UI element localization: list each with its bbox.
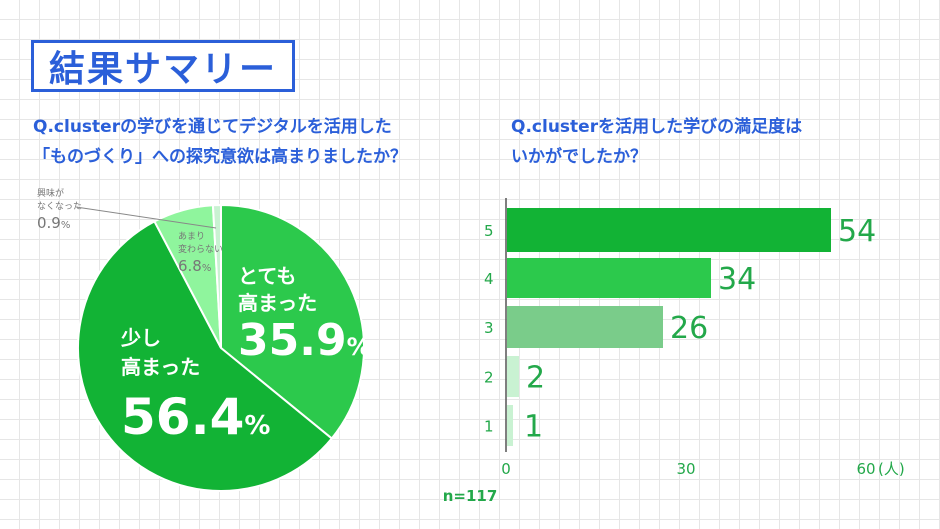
pie-value-label: 56.4% (121, 388, 270, 446)
pie-slice (211, 203, 222, 349)
bar-value-label: 54 (838, 214, 876, 249)
bar-value-label: 26 (670, 311, 708, 346)
pie-leader-line (75, 206, 217, 229)
bar-x-unit-label: (人) (878, 460, 905, 478)
pie-slice (220, 203, 365, 440)
pie-question: Q.clusterの学びを通じてデジタルを活用した 「ものづくり」への探究意欲は… (33, 112, 407, 172)
pie-label-line-2: 高まった (121, 355, 200, 379)
pie-value-label: 35.9% (238, 315, 371, 366)
bar-question-line-1: Q.clusterを活用した学びの満足度は (511, 117, 803, 137)
pie-question-line-2: 「ものづくり」への探究意欲は高まりましたか？ (33, 147, 407, 167)
bar (507, 208, 831, 252)
pie-label-line-2: 変わらない (178, 243, 223, 255)
bar-x-tick-label: 0 (501, 460, 511, 478)
bar-value-label: 2 (526, 361, 545, 396)
bar-category-label: 3 (484, 319, 494, 337)
pie-slice (77, 220, 334, 492)
bar-x-tick-label: 60 (856, 460, 875, 478)
pie-question-line-1: Q.clusterの学びを通じてデジタルを活用した (33, 117, 392, 137)
pie-label-line-1: 興味が (37, 187, 64, 199)
bar-category-label: 2 (484, 369, 494, 387)
bar-category-label: 1 (484, 418, 494, 436)
bar (507, 356, 519, 397)
bar (507, 405, 513, 446)
bar-x-tick-label: 30 (676, 460, 695, 478)
bar-question: Q.clusterを活用した学びの満足度は いかがでしたか？ (511, 112, 802, 172)
sample-size-note: n=117 (442, 487, 498, 505)
bar-value-label: 34 (718, 262, 756, 297)
bar-category-label: 5 (484, 222, 494, 240)
pie-label-line-1: とても (238, 264, 296, 288)
bar-value-label: 1 (524, 410, 543, 445)
pie-value-label: 0.9% (37, 214, 70, 232)
pie-label-line-2: なくなった (37, 201, 82, 212)
bar-question-line-2: いかがでしたか？ (511, 147, 647, 167)
bar (507, 306, 663, 348)
pie-label-line-2: 高まった (238, 291, 317, 315)
summary-title: 結果サマリー (31, 40, 295, 92)
pie-value-label: 6.8% (178, 257, 211, 275)
bar-category-label: 4 (484, 270, 494, 288)
bar (507, 258, 711, 298)
pie-label-line-1: 少し (120, 326, 161, 350)
pie-label-line-1: あまり (178, 231, 205, 242)
